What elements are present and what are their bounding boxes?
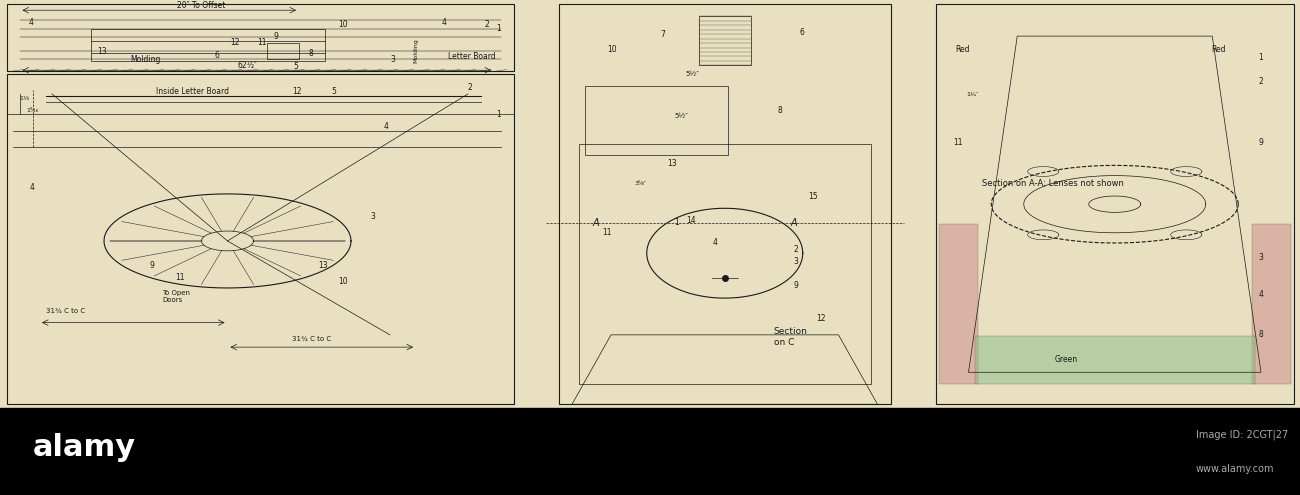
Text: 4: 4 [29,18,34,27]
Text: 6: 6 [800,28,805,37]
Bar [936,4,1294,404]
Text: 13: 13 [318,261,328,270]
Text: 9: 9 [1258,139,1264,148]
Text: 10: 10 [338,20,347,29]
Bar [0,408,1300,495]
Bar [699,16,751,65]
Text: 7: 7 [660,30,666,39]
Text: 1⅛: 1⅛ [20,96,30,100]
Text: 3: 3 [793,257,798,266]
Text: 4: 4 [384,122,389,131]
Bar [6,74,514,404]
Text: 12: 12 [230,39,239,48]
Text: 10: 10 [607,45,616,53]
Text: 8: 8 [308,50,313,58]
Bar [975,336,1254,384]
Text: Molding: Molding [413,39,419,63]
Text: 1⁹⁄₁₆: 1⁹⁄₁₆ [26,108,39,113]
Bar [6,4,514,71]
Text: 13: 13 [98,47,107,55]
Text: Image ID: 2CGT|27: Image ID: 2CGT|27 [1196,429,1288,440]
Text: 11: 11 [257,39,266,48]
Text: 1: 1 [1258,52,1264,62]
Text: 4: 4 [30,183,35,193]
Text: 5: 5 [332,88,337,97]
Text: 1: 1 [497,24,502,33]
Text: 4: 4 [1258,290,1264,298]
Text: 9: 9 [793,281,798,291]
Text: 31¾ C to C: 31¾ C to C [292,336,332,342]
Bar [939,224,978,384]
Bar [578,144,871,384]
Text: 10: 10 [338,277,347,286]
Bar [559,4,890,404]
Text: 12: 12 [292,88,302,97]
Text: A: A [790,218,797,228]
Text: 11: 11 [953,139,962,148]
Text: 5½″: 5½″ [675,113,689,119]
Text: 2: 2 [485,20,490,29]
Text: 9: 9 [150,261,155,270]
Text: 1: 1 [675,218,680,227]
Text: Letter Board: Letter Board [448,52,497,61]
Text: 62½″: 62½″ [237,61,257,70]
Text: 11: 11 [602,228,611,237]
Text: 3⁵⁄₈″: 3⁵⁄₈″ [634,181,646,186]
Text: To Open
Doors: To Open Doors [162,290,191,302]
Bar [266,43,299,59]
Text: 6: 6 [214,50,220,59]
Text: 3: 3 [1258,253,1264,262]
Text: Section
on C: Section on C [774,327,807,346]
Text: 1: 1 [497,110,502,119]
Text: 11: 11 [176,273,185,282]
Text: Green: Green [1054,355,1078,364]
Bar [91,29,325,61]
Text: Molding: Molding [130,55,160,64]
Text: 12: 12 [816,314,826,323]
Text: 3: 3 [370,212,376,221]
Text: 9: 9 [273,32,278,41]
Text: 4: 4 [442,18,447,27]
Text: Inside Letter Board: Inside Letter Board [156,88,229,97]
Text: 4: 4 [712,239,718,248]
Text: 15: 15 [809,192,818,200]
Text: Red: Red [1212,45,1226,53]
Text: 1¼″: 1¼″ [966,92,979,97]
Text: 5½″: 5½″ [685,70,699,77]
Text: A: A [593,218,599,228]
Text: 13: 13 [667,159,676,168]
Text: www.alamy.com: www.alamy.com [1196,464,1274,474]
Text: 2: 2 [468,83,473,92]
Bar [1252,224,1291,384]
Text: 2: 2 [1258,77,1264,86]
Text: 8: 8 [777,106,783,115]
Text: 3: 3 [390,55,395,64]
Text: alamy: alamy [32,433,135,462]
Text: 20″ To Offset: 20″ To Offset [177,1,226,10]
Text: 5: 5 [294,62,299,71]
Text: Section on A-A; Lenses not shown: Section on A-A; Lenses not shown [982,179,1123,188]
Text: 14: 14 [686,216,696,225]
Bar [585,86,728,155]
Text: 31¾ C to C: 31¾ C to C [46,307,84,313]
Text: Red: Red [956,45,970,53]
Text: 2: 2 [793,245,798,253]
Text: 8: 8 [1258,330,1264,340]
